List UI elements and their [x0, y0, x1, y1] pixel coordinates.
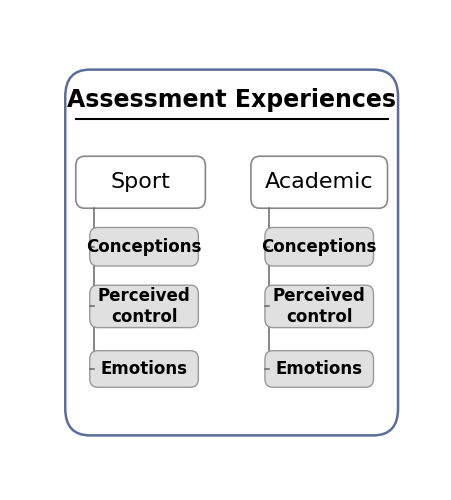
FancyBboxPatch shape	[250, 156, 387, 208]
FancyBboxPatch shape	[264, 285, 373, 328]
Text: Conceptions: Conceptions	[261, 238, 376, 256]
FancyBboxPatch shape	[90, 350, 198, 387]
Text: Conceptions: Conceptions	[86, 238, 201, 256]
FancyBboxPatch shape	[65, 70, 397, 436]
FancyBboxPatch shape	[90, 228, 198, 266]
Text: Perceived
control: Perceived control	[97, 287, 190, 326]
FancyBboxPatch shape	[90, 285, 198, 328]
Text: Perceived
control: Perceived control	[272, 287, 365, 326]
Text: Academic: Academic	[264, 172, 373, 192]
FancyBboxPatch shape	[264, 350, 373, 387]
FancyBboxPatch shape	[264, 228, 373, 266]
Text: Emotions: Emotions	[101, 360, 187, 378]
Text: Emotions: Emotions	[275, 360, 362, 378]
Text: Sport: Sport	[110, 172, 170, 192]
FancyBboxPatch shape	[76, 156, 205, 208]
Text: Assessment Experiences: Assessment Experiences	[67, 88, 395, 112]
